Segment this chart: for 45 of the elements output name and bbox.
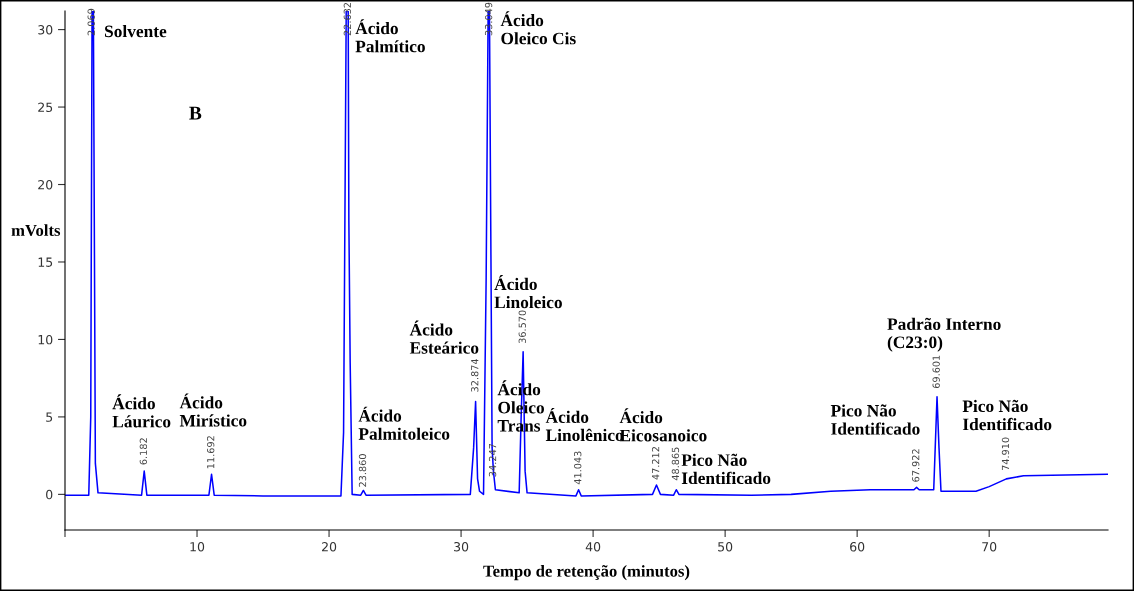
annotation: Ácido Esteárico [409,320,479,354]
annotation: 67.922 [912,449,920,482]
x-tick-label: 50 [718,542,733,552]
annotation: 23.860 [358,454,367,487]
annotation: 36.570 [518,310,526,344]
x-tick-label: 40 [585,542,601,552]
annotation: 11.692 [207,436,215,469]
x-tick-label: 70 [982,542,997,552]
annotation: 33.049 [484,2,493,36]
y-tick-label: 25 [38,102,53,112]
annotation: Ácido Linoleico [494,275,562,309]
annotation: Ácido Oleico Cis [500,11,576,45]
annotation: 41.043 [574,451,582,485]
annotation: 6.182 [139,438,148,465]
annotation: Pico Não Identificado [681,453,771,485]
annotation: Ácido Palmitoleico [358,406,450,440]
x-tick-label: 60 [850,542,865,552]
x-tick-label: 20 [322,542,337,552]
annotation: 2.069 [87,8,95,36]
y-tick-label: 15 [38,257,53,267]
y-tick-label: 0 [46,489,53,500]
annotation: Ácido Láurico [112,394,171,428]
y-axis-title: mVolts [11,224,61,237]
annotation: Ácido Mirístico [179,393,247,427]
annotation: Solvente [104,25,167,38]
annotation: 69.601 [932,355,940,389]
annotation: B [189,106,202,120]
annotation: Padrão Interno (C23:0) [887,317,1001,352]
x-tick-label: 30 [454,542,469,552]
x-tick-label: 10 [190,542,205,552]
annotation: Pico Não Identificado [962,399,1052,431]
annotation: 47.212 [651,447,660,480]
annotation: Ácido Palmítico [355,19,425,53]
annotation: Pico Não Identificado [830,404,920,435]
annotation: 34.247 [488,443,497,477]
annotation: 32.874 [471,358,479,392]
annotation: 74.910 [1001,437,1010,471]
annotation: 22.632 [343,2,352,36]
y-tick-label: 30 [38,25,53,35]
y-tick-label: 5 [46,412,53,422]
y-tick-label: 10 [38,334,53,345]
y-tick-label: 20 [38,179,53,190]
annotation: Ácido Eicosanoico [619,408,707,442]
annotation: 48.865 [671,447,680,481]
x-axis-title: Tempo de retenção (minutos) [483,565,690,581]
